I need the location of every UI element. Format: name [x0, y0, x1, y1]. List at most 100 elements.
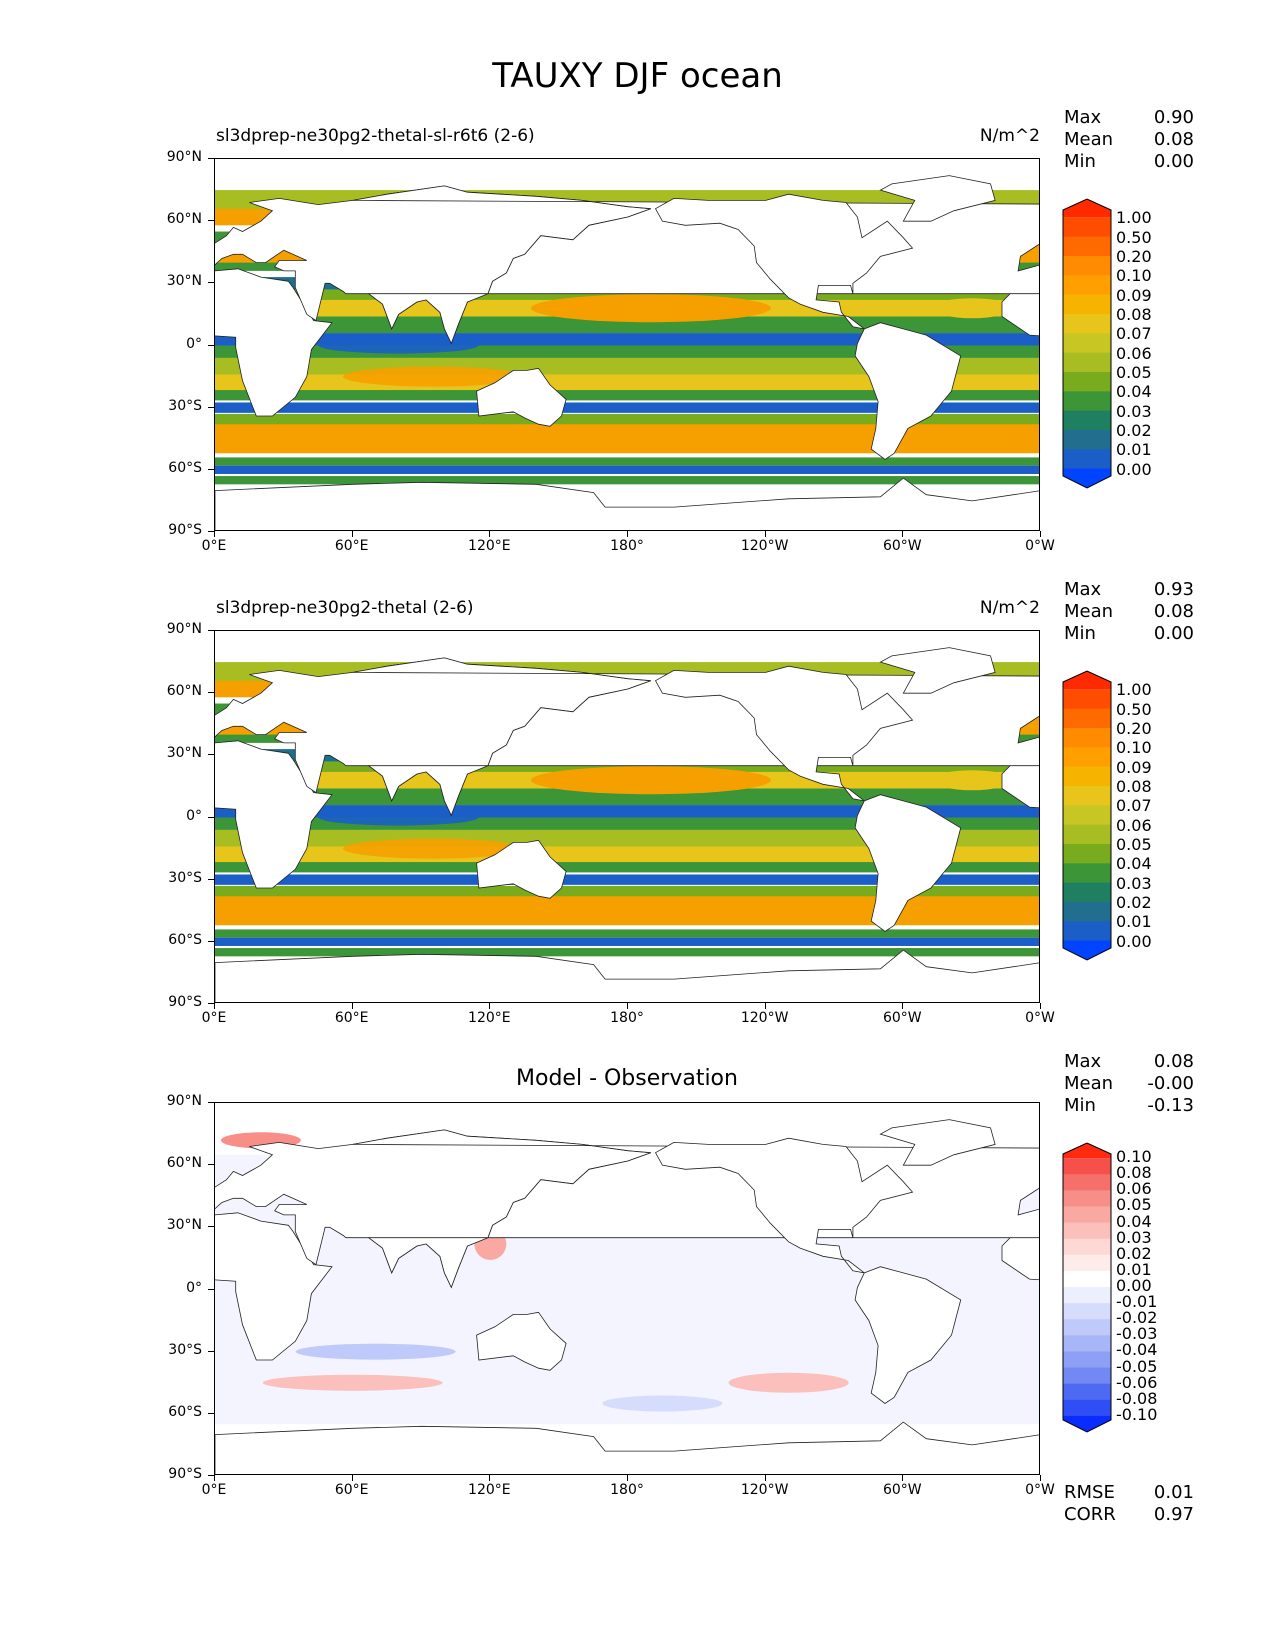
- field-band: [215, 874, 1039, 885]
- x-tick: [214, 531, 215, 537]
- x-tick: [902, 1003, 904, 1009]
- colorbar-tick-label: -0.01: [1116, 1292, 1158, 1312]
- colorbar-tick-label: 0.04: [1116, 1211, 1152, 1231]
- y-tick: [208, 816, 214, 818]
- colorbar-swatch: [1063, 430, 1111, 450]
- y-tick: [208, 220, 214, 222]
- x-tick: [351, 1003, 353, 1009]
- continent-northAmerica: [654, 665, 914, 802]
- colorbar-tick-label: 0.07: [1116, 324, 1152, 344]
- colorbar-tick-label: 0.02: [1116, 420, 1152, 440]
- world-map: [214, 630, 1040, 1003]
- colorbar-swatch: [1063, 1222, 1111, 1240]
- y-tick-label: 90°N: [166, 621, 202, 637]
- x-tick-label: 60°E: [334, 538, 369, 554]
- y-tick: [208, 1350, 214, 1352]
- colorbar-swatch: [1063, 728, 1111, 748]
- colorbar-tick-label: -0.04: [1116, 1340, 1158, 1360]
- colorbar-tick-label: 0.03: [1116, 401, 1152, 421]
- y-tick-label: 0°: [186, 1279, 202, 1296]
- colorbar-swatch: [1063, 1238, 1111, 1256]
- colorbar-tick-label: 0.01: [1116, 440, 1152, 460]
- max-label: Max: [1064, 579, 1102, 600]
- colorbar-tick-label: 0.04: [1116, 854, 1152, 874]
- continent-australia: [476, 839, 567, 899]
- y-tick-label: 60°N: [166, 1155, 202, 1172]
- x-tick-label: 60°E: [334, 1010, 369, 1026]
- colorbar-swatch: [1063, 1287, 1111, 1304]
- colorbar-tick-label: 0.05: [1116, 834, 1152, 854]
- colorbar-swatch: [1063, 1143, 1111, 1159]
- y-tick: [208, 1164, 214, 1166]
- max-label: Max: [1064, 107, 1102, 128]
- colorbar-swatch: [1063, 333, 1111, 354]
- field-blob: [530, 766, 771, 795]
- y-tick-label: 30°N: [166, 273, 202, 290]
- colorbar-tick-label: 0.06: [1116, 343, 1152, 363]
- x-tick-label: 60°W: [882, 1010, 922, 1026]
- panel-model-2: sl3dprep-ne30pg2-thetal (2-6) N/m^2 Max 0…: [0, 578, 1275, 1026]
- x-tick-label: 0°W: [1025, 538, 1055, 554]
- continent-greenland: [879, 1119, 996, 1166]
- field-blob: [530, 294, 771, 323]
- colorbar-tick-label: -0.08: [1116, 1388, 1158, 1408]
- colorbar-tick-label: 0.01: [1116, 1259, 1152, 1279]
- colorbar-tick-label: 0.08: [1116, 776, 1152, 796]
- field-band: [215, 390, 1039, 401]
- x-tick-label: 180°: [610, 538, 644, 554]
- field-blob: [728, 1372, 849, 1393]
- x-tick-label: 60°W: [882, 538, 922, 554]
- field-band: [215, 316, 1039, 334]
- panel-model-1: sl3dprep-ne30pg2-thetal-sl-r6t6 (2-6) N/…: [0, 106, 1275, 554]
- x-tick: [1040, 1003, 1041, 1009]
- x-tick: [1040, 1475, 1041, 1481]
- x-tick-label: 180°: [610, 1010, 644, 1026]
- colorbar: [1062, 198, 1112, 494]
- x-tick: [214, 1475, 215, 1481]
- field-band: [215, 929, 1039, 938]
- y-tick: [208, 630, 214, 631]
- colorbar-tick-label: 0.20: [1116, 246, 1152, 266]
- field-band: [215, 402, 1039, 413]
- x-tick: [764, 1475, 766, 1481]
- continent-australia: [476, 367, 567, 427]
- x-tick-label: 0°E: [201, 1482, 227, 1498]
- colorbar-swatch: [1063, 391, 1111, 412]
- x-tick-label: 60°W: [882, 1482, 922, 1498]
- continent-eurasia: [352, 185, 1039, 345]
- y-tick: [208, 282, 214, 284]
- x-tick-label: 120°E: [468, 1482, 511, 1498]
- stats-box: Max 0.90 Mean 0.08 Min 0.00: [1064, 107, 1194, 173]
- y-tick-label: 60°S: [168, 459, 202, 476]
- stats-box: Max 0.08 Mean -0.00 Min -0.13: [1064, 1051, 1194, 1117]
- y-tick: [208, 754, 214, 756]
- colorbar-swatch: [1063, 314, 1111, 334]
- y-tick-label: 30°N: [166, 745, 202, 762]
- x-tick-label: 0°W: [1025, 1010, 1055, 1026]
- colorbar-tick-label: 0.00: [1116, 459, 1152, 479]
- continent-southAmerica: [854, 322, 962, 460]
- colorbar-swatch: [1063, 824, 1111, 845]
- colorbar-swatch: [1063, 1174, 1111, 1191]
- x-tick: [627, 531, 628, 537]
- colorbar-tick-label: 0.50: [1116, 227, 1152, 247]
- mean-value: -0.00: [1147, 1073, 1194, 1094]
- colorbar-tick-label: 0.06: [1116, 1179, 1152, 1199]
- x-tick-label: 120°E: [468, 538, 511, 554]
- x-tick: [351, 1475, 353, 1481]
- colorbar: [1062, 670, 1112, 966]
- colorbar-tick-label: 0.03: [1116, 1227, 1152, 1247]
- colorbar-swatch: [1063, 352, 1111, 373]
- min-label: Min: [1064, 623, 1096, 644]
- colorbar-tick-label: -0.03: [1116, 1324, 1158, 1344]
- x-tick: [351, 531, 353, 537]
- colorbar-tick-label: -0.06: [1116, 1372, 1158, 1392]
- x-tick: [627, 1003, 628, 1009]
- colorbar-tick-label: 1.00: [1116, 680, 1152, 700]
- mean-label: Mean: [1064, 1073, 1114, 1094]
- colorbar-swatch: [1063, 199, 1111, 218]
- y-tick-label: 30°S: [168, 1341, 202, 1358]
- x-tick: [764, 531, 766, 537]
- field-band: [215, 788, 1039, 806]
- field-blob: [262, 1374, 443, 1391]
